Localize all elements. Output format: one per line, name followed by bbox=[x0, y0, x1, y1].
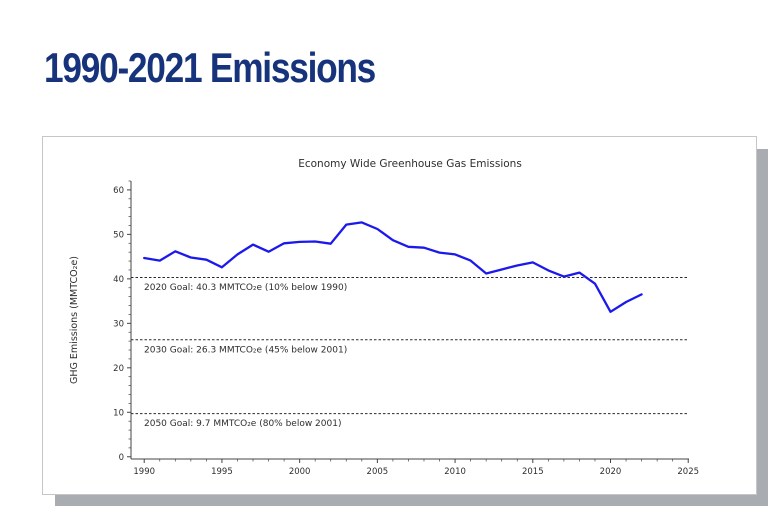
goal-label-2020-goal: 2020 Goal: 40.3 MMTCO₂e (10% below 1990) bbox=[144, 283, 347, 293]
emissions-line bbox=[143, 221, 643, 313]
x-tick-label: 1995 bbox=[211, 467, 233, 477]
x-tick-label: 2005 bbox=[367, 467, 389, 477]
x-tick-label: 1990 bbox=[133, 467, 155, 477]
goal-label-2050-goal: 2050 Goal: 9.7 MMTCO₂e (80% below 2001) bbox=[144, 419, 341, 429]
goal-label-2030-goal: 2030 Goal: 26.3 MMTCO₂e (45% below 2001) bbox=[144, 345, 347, 355]
y-tick-label: 30 bbox=[113, 319, 124, 329]
emissions-chart: 0 10 20 30 40 50 60 1990 1995 2000 2005 2010 2015 202… bbox=[69, 158, 699, 477]
chart-title: Economy Wide Greenhouse Gas Emissions bbox=[298, 158, 522, 170]
x-tick-label: 2000 bbox=[289, 467, 311, 477]
y-tick-label: 60 bbox=[113, 186, 124, 196]
chart-card: 0 10 20 30 40 50 60 1990 1995 2000 2005 2010 2015 202… bbox=[42, 136, 757, 495]
y-tick-label: 10 bbox=[113, 408, 124, 418]
y-tick-label: 20 bbox=[113, 364, 124, 374]
y-tick-label: 50 bbox=[113, 230, 124, 240]
x-tick-label: 2010 bbox=[444, 467, 466, 477]
y-axis-label: GHG Emissions (MMTCO₂e) bbox=[69, 256, 80, 384]
y-tick-label: 0 bbox=[119, 453, 124, 463]
y-tick-label: 40 bbox=[113, 275, 124, 285]
page-title: 1990-2021 Emissions bbox=[44, 44, 376, 91]
x-tick-label: 2025 bbox=[677, 467, 699, 477]
x-tick-label: 2020 bbox=[600, 467, 622, 477]
x-tick-label: 2015 bbox=[522, 467, 544, 477]
